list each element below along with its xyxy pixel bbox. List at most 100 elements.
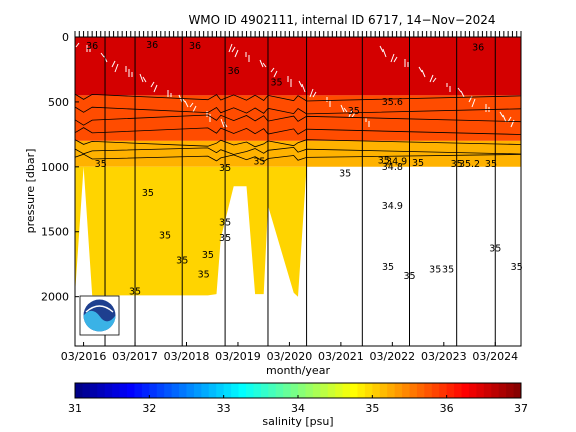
contour-label: 36 xyxy=(86,41,98,52)
y-axis-label: pressure [dbar] xyxy=(24,149,37,234)
contour-line xyxy=(74,106,522,115)
colorbar-swatch xyxy=(193,383,202,398)
colorbar-swatch xyxy=(298,383,306,398)
texture-stroke xyxy=(142,76,147,83)
colorbar-swatch xyxy=(134,383,143,398)
colorbar-swatch xyxy=(156,383,165,398)
contour-line xyxy=(74,114,522,126)
texture-stroke xyxy=(340,104,345,113)
colorbar-swatch xyxy=(454,383,463,398)
colorbar-label: salinity [psu] xyxy=(262,415,333,428)
colorbar-swatch xyxy=(89,383,98,398)
y-axis: 0 500 1000 1500 2000 xyxy=(41,31,79,304)
x-tick-label: 03/2020 xyxy=(267,350,313,363)
texture-stroke xyxy=(418,66,423,73)
texture-stroke xyxy=(153,84,158,93)
contour-labels: 35353535353535353535353535353534.834.934… xyxy=(86,40,523,298)
texture-stroke xyxy=(312,91,317,98)
colorbar-swatch xyxy=(186,383,195,398)
x-tick-label: 03/2023 xyxy=(421,350,467,363)
contour-label: 36 xyxy=(146,40,158,51)
colorbar-swatch xyxy=(439,383,448,398)
colorbar-swatch xyxy=(491,383,500,398)
texture-stroke xyxy=(460,90,465,98)
colorbar-swatch xyxy=(283,383,292,398)
chart-title: WMO ID 4902111, internal ID 6717, 14−Nov… xyxy=(188,13,495,27)
x-tick-label: 03/2021 xyxy=(318,350,364,363)
logo-wave xyxy=(83,310,116,332)
contour-label: 35.6 xyxy=(382,97,403,108)
texture-stroke xyxy=(421,69,426,78)
colorbar-tick-label: 36 xyxy=(440,402,454,415)
contour-line xyxy=(74,139,522,148)
colorbar-swatch xyxy=(446,383,455,398)
contour-label: 36 xyxy=(472,42,484,53)
contour-label: 35 xyxy=(429,264,441,275)
colorbar-swatch xyxy=(327,383,336,398)
colorbar-swatch xyxy=(82,383,91,398)
colorbar-swatch xyxy=(260,383,269,398)
noaa-logo xyxy=(79,295,120,336)
contour-label: 35 xyxy=(176,255,188,266)
colorbar-swatch xyxy=(387,383,396,398)
colorbar-swatch xyxy=(350,383,358,398)
texture-stroke xyxy=(343,107,348,113)
x-tick-label: 03/2022 xyxy=(369,350,415,363)
colorbar-tick-label: 35 xyxy=(365,402,379,415)
x-tick-label: 03/2019 xyxy=(215,350,261,363)
profile-ticks xyxy=(74,31,522,37)
salinity-layer-deep xyxy=(75,166,521,297)
texture-stroke xyxy=(379,45,384,53)
texture-stroke xyxy=(220,118,225,128)
texture-stroke xyxy=(231,46,236,53)
texture-stroke xyxy=(100,52,105,58)
contour-label: 35.2 xyxy=(459,159,480,170)
colorbar-swatch xyxy=(97,383,106,398)
colorbar-swatch xyxy=(179,383,187,398)
colorbar-swatch xyxy=(245,383,254,398)
contour-label: 35 xyxy=(485,159,497,170)
texture-stroke xyxy=(393,56,398,63)
contour-label: 35 xyxy=(219,163,231,174)
texture-stroke xyxy=(139,73,144,83)
y-tick-label: 1000 xyxy=(41,161,69,174)
colorbar-swatch xyxy=(201,383,210,398)
contour-label: 35 xyxy=(442,264,454,275)
contour-label: 35 xyxy=(253,157,265,168)
x-axis: 03/2016 03/2017 03/2018 03/2019 03/2020 03/20… xyxy=(61,342,518,363)
texture-stroke xyxy=(150,81,155,88)
colorbar-swatch xyxy=(231,383,240,398)
x-axis-label: month/year xyxy=(266,364,330,377)
x-tick-label: 03/2024 xyxy=(472,350,518,363)
colorbar-ticks: 31 32 33 34 35 36 37 xyxy=(68,395,528,415)
contour-label: 35 xyxy=(382,262,394,273)
texture-stroke xyxy=(270,67,275,73)
colorbar-tick-label: 37 xyxy=(514,402,528,415)
texture-stroke xyxy=(457,87,462,93)
contour-line xyxy=(74,127,522,135)
contour-label: 35 xyxy=(129,286,141,297)
x-tick-label: 03/2016 xyxy=(61,350,107,363)
texture-stroke xyxy=(382,48,387,58)
profile-lines xyxy=(104,37,496,346)
texture-stroke xyxy=(390,53,395,63)
colorbar-swatch xyxy=(141,383,150,398)
contour-label: 35 xyxy=(511,262,523,273)
colorbar-swatch xyxy=(379,383,388,398)
colorbar-swatch xyxy=(238,383,247,398)
colorbar-swatch xyxy=(253,383,262,398)
colorbar-swatch xyxy=(290,383,299,398)
y-tick-label: 500 xyxy=(48,96,69,109)
y-tick-label: 2000 xyxy=(41,291,69,304)
colorbar-tick-label: 34 xyxy=(291,402,305,415)
colorbar-swatch xyxy=(342,383,351,398)
contour-label: 35 xyxy=(489,244,501,255)
colorbar-swatch xyxy=(275,383,284,398)
colorbar-swatch xyxy=(424,383,433,398)
contour-line xyxy=(74,146,522,155)
texture-stroke xyxy=(184,100,189,108)
x-tick-label: 03/2017 xyxy=(112,350,158,363)
contour-label: 34.9 xyxy=(386,157,407,168)
colorbar-swatch xyxy=(431,383,440,398)
